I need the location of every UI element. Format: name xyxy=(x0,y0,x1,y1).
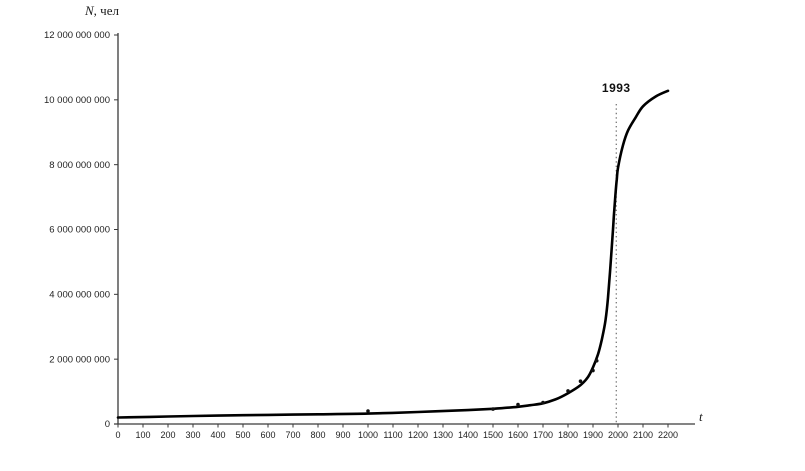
x-tick-label: 1100 xyxy=(383,430,402,440)
x-tick-label: 2200 xyxy=(658,430,678,440)
scatter-point xyxy=(578,379,583,384)
y-tick-label: 8 000 000 000 xyxy=(49,160,110,171)
y-tick-label: 10 000 000 000 xyxy=(44,95,110,106)
x-tick-label: 900 xyxy=(335,430,350,440)
x-tick-label: 1800 xyxy=(558,430,578,440)
x-tick-label: 1000 xyxy=(358,430,378,440)
scatter-point xyxy=(591,368,595,373)
y-axis-unit: , чел xyxy=(93,3,119,18)
y-axis-title: N, чел xyxy=(85,3,119,19)
x-tick-label: 1300 xyxy=(433,430,453,440)
scatter-point xyxy=(541,400,545,405)
annotation-1993-label: 1993 xyxy=(601,81,631,95)
scatter-point xyxy=(491,407,495,411)
x-tick-label: 2000 xyxy=(608,430,628,440)
y-tick-label: 6 000 000 000 xyxy=(49,225,110,236)
scatter-point xyxy=(366,409,370,413)
y-tick-label: 0 xyxy=(105,419,110,430)
model-curve-path xyxy=(116,89,670,419)
x-tick-label: 500 xyxy=(235,430,250,440)
x-tick-label: 0 xyxy=(115,430,120,440)
x-tick-label: 1500 xyxy=(483,430,503,440)
y-axis-variable: N xyxy=(85,3,94,18)
y-tick-label: 12 000 000 000 xyxy=(44,30,110,41)
x-tick-label: 200 xyxy=(160,430,175,440)
x-tick-label: 600 xyxy=(260,430,275,440)
y-tick-label: 2 000 000 000 xyxy=(49,354,110,365)
x-tick-label: 800 xyxy=(310,430,325,440)
x-tick-label: 2100 xyxy=(633,430,653,440)
y-tick-label: 4 000 000 000 xyxy=(49,290,110,301)
scatter-point xyxy=(516,402,520,407)
x-tick-label: 1600 xyxy=(508,430,528,440)
x-tick-label: 1400 xyxy=(458,430,478,440)
scatter-point xyxy=(566,389,570,393)
scatter-point xyxy=(594,358,599,363)
x-axis-title: t xyxy=(699,409,703,424)
x-tick-label: 1200 xyxy=(408,430,428,440)
x-tick-label: 700 xyxy=(285,430,300,440)
x-tick-label: 1700 xyxy=(533,430,553,440)
x-tick-label: 300 xyxy=(185,430,200,440)
x-tick-label: 400 xyxy=(210,430,225,440)
x-tick-label: 1900 xyxy=(583,430,603,440)
x-tick-label: 100 xyxy=(135,430,150,440)
